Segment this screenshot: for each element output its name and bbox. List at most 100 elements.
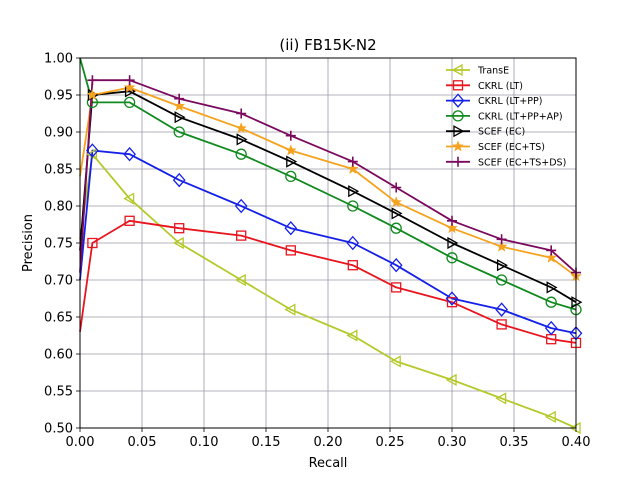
data-point [234, 273, 246, 287]
data-point [285, 170, 297, 183]
data-point [446, 297, 458, 308]
data-point [496, 319, 507, 330]
data-point [346, 235, 360, 251]
data-point [544, 320, 558, 336]
data-point [87, 75, 98, 86]
legend-label: SCEF (EC) [478, 127, 525, 138]
x-tick-label: 0.25 [376, 435, 405, 450]
y-tick-label: 0.75 [44, 237, 73, 252]
series-markers-1 [87, 215, 582, 349]
y-tick-label: 1.00 [44, 52, 73, 67]
legend-swatch-marker [452, 110, 464, 122]
y-tick-label: 0.85 [44, 163, 73, 178]
data-point [446, 221, 458, 234]
y-axis-ticks: 0.50 0.55 0.60 0.65 0.70 0.75 0.80 0.85 0.90 0.95… [44, 52, 80, 437]
legend-item-1: CKRL (LT) [446, 80, 523, 92]
data-point [544, 410, 556, 424]
data-point [124, 75, 135, 86]
legend-swatch-marker [452, 80, 464, 91]
data-point [390, 222, 402, 234]
x-axis-label: Recall [309, 456, 348, 471]
legend-label: CKRL (LT+PP) [478, 96, 542, 107]
data-point [87, 237, 98, 249]
data-point [546, 281, 558, 294]
x-tick-label: 0.20 [314, 435, 343, 450]
data-point [284, 144, 297, 156]
data-point [235, 122, 248, 134]
data-point [236, 108, 247, 119]
data-point [346, 162, 359, 175]
data-point [495, 302, 508, 317]
x-tick-label: 0.15 [252, 435, 281, 450]
y-tick-label: 0.55 [44, 385, 73, 400]
data-point [172, 236, 184, 250]
legend-swatch-marker [453, 125, 465, 138]
data-point [123, 96, 136, 109]
x-tick-label: 0.10 [190, 435, 219, 450]
data-point [86, 143, 99, 158]
legend-item-4: SCEF (EC) [446, 125, 525, 138]
y-tick-label: 0.95 [44, 89, 73, 104]
legend-swatch-marker [451, 63, 463, 77]
data-point [284, 303, 296, 316]
series-line-2 [79, 149, 577, 335]
legend-label: CKRL (LT) [478, 81, 523, 92]
series-line-5 [79, 86, 577, 278]
data-point [347, 260, 358, 271]
y-tick-label: 0.80 [44, 200, 73, 215]
data-point [495, 240, 508, 252]
data-point [446, 252, 458, 264]
data-point [445, 373, 457, 387]
data-point [546, 245, 557, 256]
data-point [496, 259, 508, 272]
data-point [445, 291, 459, 306]
data-point [390, 196, 403, 208]
legend-item-0: TransE [446, 63, 509, 77]
series-markers-0 [86, 148, 581, 435]
data-point [173, 126, 185, 138]
data-point [545, 251, 558, 263]
x-tick-label: 0.40 [562, 435, 591, 450]
series-line-4 [79, 90, 577, 303]
data-point [391, 182, 402, 193]
data-point [235, 148, 247, 160]
legend-label: SCEF (EC+TS+DS) [478, 157, 566, 168]
y-tick-label: 0.50 [44, 422, 73, 437]
series-lines [79, 57, 577, 429]
legend-item-5: SCEF (EC+TS) [446, 140, 545, 153]
data-point [495, 392, 507, 405]
legend-swatch-marker [453, 156, 463, 167]
legend-item-2: CKRL (LT+PP) [446, 93, 542, 108]
data-point [86, 88, 99, 101]
data-point [347, 200, 359, 212]
grid-lines [79, 57, 577, 429]
y-tick-label: 0.90 [44, 126, 73, 141]
data-point [389, 355, 401, 368]
data-point [496, 234, 507, 245]
data-point [236, 133, 248, 146]
data-point [234, 198, 248, 214]
y-tick-label: 0.60 [44, 348, 73, 363]
series-markers-3 [86, 96, 582, 316]
y-tick-label: 0.70 [44, 274, 73, 289]
data-point [236, 230, 247, 241]
data-point [172, 172, 186, 188]
data-point [174, 111, 186, 124]
y-axis-label: Precision [21, 214, 36, 272]
series-line-0 [79, 153, 577, 429]
legend-swatch-marker [451, 93, 465, 108]
data-point [123, 146, 136, 162]
data-point [123, 81, 136, 93]
data-point [285, 130, 296, 141]
data-point [545, 296, 557, 308]
data-point [285, 245, 296, 256]
legend-item-3: CKRL (LT+PP+AP) [446, 110, 563, 122]
legend-label: CKRL (LT+PP+AP) [478, 111, 563, 122]
data-point [173, 99, 186, 112]
x-tick-label: 0.30 [438, 435, 467, 450]
legend-swatch-marker [452, 140, 464, 152]
legend-item-6: SCEF (EC+TS+DS) [446, 156, 566, 168]
data-point [174, 93, 185, 104]
data-point [447, 215, 457, 226]
data-point [123, 192, 135, 205]
